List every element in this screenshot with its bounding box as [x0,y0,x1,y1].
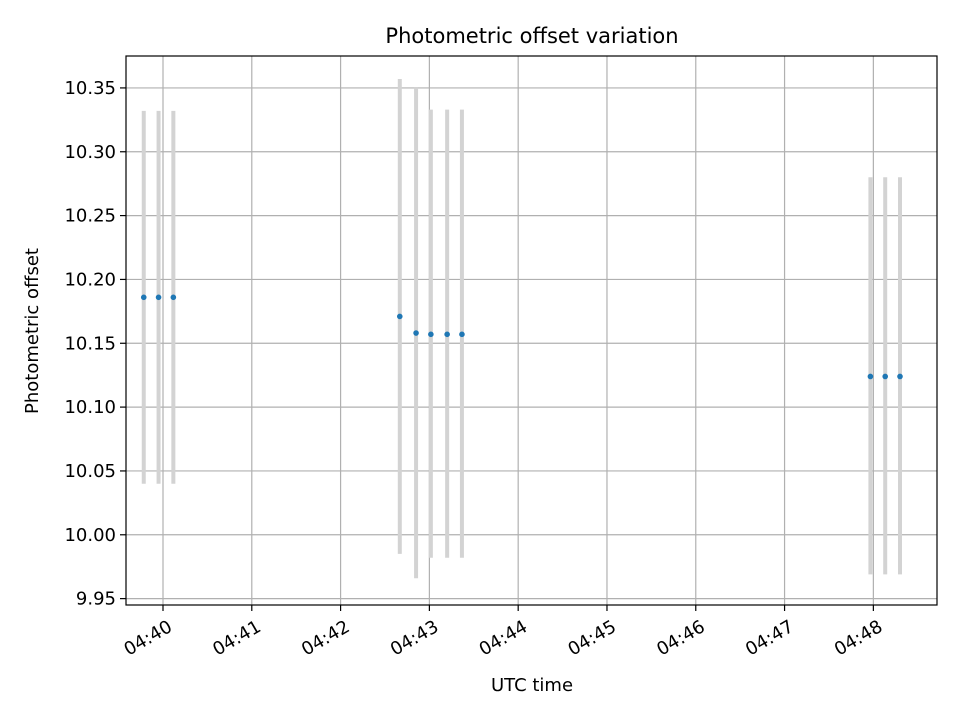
data-point [140,294,147,301]
data-point [444,331,450,338]
data-point-layer [140,294,903,380]
x-axis-title: UTC time [491,675,573,696]
data-point [413,330,419,336]
y-tick-label: 10.25 [64,206,116,227]
data-point [459,331,465,338]
y-tick-label: 10.10 [64,397,116,418]
data-point [396,313,403,320]
chart-title: Photometric offset variation [385,24,678,48]
y-tick-label: 10.35 [64,78,116,99]
plot-frame [125,55,938,606]
y-tick-label: 9.95 [76,589,116,610]
y-tick-label: 10.20 [64,269,116,290]
grid-layer [126,56,937,605]
y-tick-label: 10.05 [64,461,116,482]
data-point [428,331,434,338]
data-point [882,373,889,380]
y-tick-label: 10.00 [64,525,116,546]
data-point [155,294,162,301]
y-tick-label: 10.15 [64,333,116,354]
data-point [867,373,874,380]
y-axis-title: Photometric offset [22,248,43,414]
data-point [897,373,903,380]
y-tick-label: 10.30 [64,142,116,163]
data-point [170,294,177,301]
